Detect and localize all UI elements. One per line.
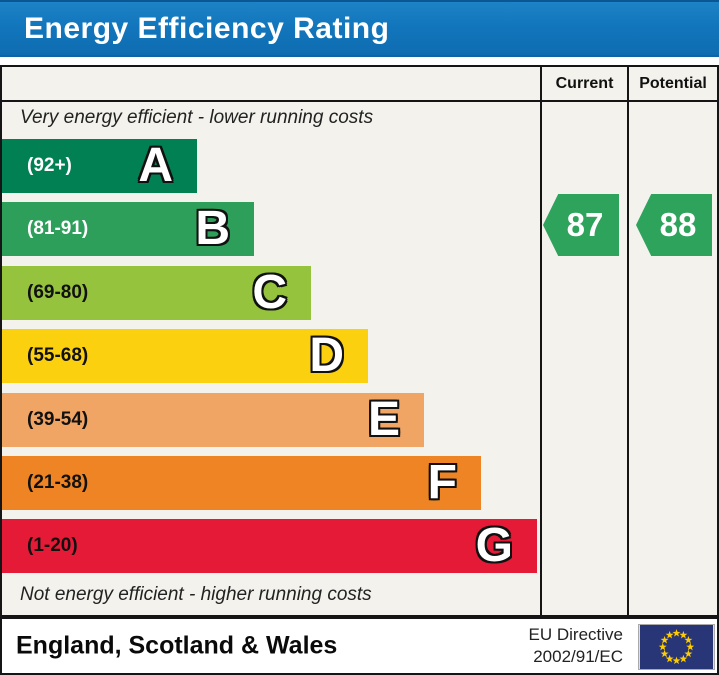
rating-table: Current Potential Very energy efficient … — [0, 65, 719, 617]
band-row-c: (69-80) C — [2, 265, 540, 320]
bottom-note: Not energy efficient - higher running co… — [20, 584, 372, 605]
current-rating-arrow: 87 — [543, 194, 619, 256]
eu-flag-icon — [638, 624, 715, 670]
band-bar-f: (21-38) F — [2, 455, 481, 510]
band-bar-d: (55-68) D — [2, 329, 368, 384]
current-column-divider — [540, 67, 542, 615]
band-row-d: (55-68) D — [2, 329, 540, 384]
band-bar-g: (1-20) G — [2, 519, 537, 574]
rating-bands: (92+) A (81-91) B (69-80) C (55-68) — [2, 139, 540, 583]
band-letter: B — [195, 202, 230, 256]
band-range: (21-38) — [27, 471, 89, 493]
band-range: (55-68) — [27, 345, 89, 367]
band-row-a: (92+) A — [2, 139, 540, 193]
potential-rating-value: 88 — [659, 206, 697, 243]
band-bar-e: (39-54) E — [2, 392, 424, 447]
band-range: (1-20) — [27, 535, 78, 557]
region-label: England, Scotland & Wales — [16, 631, 338, 660]
current-rating-value: 87 — [566, 206, 604, 243]
band-row-e: (39-54) E — [2, 392, 540, 447]
band-range: (69-80) — [27, 281, 89, 303]
eu-directive-line1: EU Directive — [528, 624, 623, 644]
page-title: Energy Efficiency Rating — [24, 11, 390, 45]
potential-column-header: Potential — [639, 75, 707, 92]
current-column-header: Current — [555, 75, 614, 92]
band-row-g: (1-20) G — [2, 519, 540, 574]
band-bar-b: (81-91) B — [2, 202, 254, 257]
potential-column-divider — [627, 67, 629, 615]
potential-rating-arrow: 88 — [636, 194, 712, 256]
band-letter: A — [138, 139, 173, 192]
eu-directive-label: EU Directive 2002/91/EC — [529, 624, 623, 668]
eu-directive-line2: 2002/91/EC — [533, 647, 623, 666]
footer: England, Scotland & Wales EU Directive 2… — [0, 617, 719, 675]
band-bar-a: (92+) A — [2, 139, 197, 193]
table-header-row: Current Potential — [2, 67, 717, 102]
band-letter: G — [475, 519, 513, 573]
band-range: (39-54) — [27, 408, 89, 430]
band-row-b: (81-91) B — [2, 202, 540, 257]
band-bar-c: (69-80) C — [2, 265, 311, 320]
top-note: Very energy efficient - lower running co… — [20, 107, 374, 128]
band-letter: C — [252, 265, 287, 319]
band-letter: D — [309, 329, 344, 383]
band-letter: E — [367, 392, 400, 446]
band-letter: F — [427, 455, 457, 509]
band-range: (81-91) — [27, 218, 89, 240]
band-row-f: (21-38) F — [2, 455, 540, 510]
band-range: (92+) — [27, 155, 72, 176]
title-bar: Energy Efficiency Rating — [0, 0, 719, 57]
